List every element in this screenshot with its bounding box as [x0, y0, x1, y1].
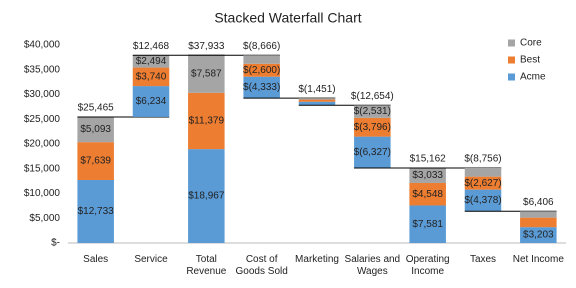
bar-segment: [409, 182, 446, 206]
total-label: $(8,666): [243, 41, 280, 52]
data-label: $(6,327): [354, 147, 391, 158]
total-label: $(1,451): [298, 84, 335, 95]
data-label: $4,548: [412, 189, 443, 200]
bar-segment: [243, 76, 280, 99]
y-tick-label: $5,000: [29, 213, 60, 224]
x-tick-label: Total Revenue: [186, 254, 226, 277]
bar-segment: [77, 142, 114, 180]
bar-segment: [298, 101, 336, 106]
data-label: $7,587: [191, 69, 222, 80]
bar-segment: [188, 55, 225, 93]
total-label: $25,465: [78, 103, 115, 114]
data-label: $(2,531): [354, 106, 391, 117]
y-tick-label: $15,000: [24, 163, 61, 174]
bar-segment: [354, 117, 391, 137]
data-label: $(4,333): [243, 82, 280, 93]
data-label: $3,203: [523, 230, 554, 241]
data-label: $7,639: [80, 156, 111, 167]
data-label: $3,740: [136, 71, 167, 82]
bar-segment: [132, 86, 170, 117]
legend-swatch: [508, 73, 515, 81]
data-label: $11,379: [189, 116, 225, 127]
x-tick-label: Sales: [83, 254, 108, 265]
y-tick-label: $20,000: [24, 139, 61, 150]
data-label: $3,033: [412, 170, 443, 181]
data-label: $(4,378): [464, 195, 501, 206]
bar-segment: [132, 55, 170, 68]
bar-segment: [520, 217, 557, 228]
data-label: $7,581: [412, 219, 443, 230]
bar-segment: [243, 55, 280, 64]
legend-label: Best: [520, 55, 540, 66]
chart-title: Stacked Waterfall Chart: [214, 10, 361, 26]
data-label: $18,967: [188, 191, 225, 202]
data-label: $(2,627): [464, 178, 501, 189]
total-label: $12,468: [133, 41, 170, 52]
bar-segment: [520, 227, 557, 243]
bar-segment: [464, 176, 502, 190]
bar-segment: [520, 211, 557, 218]
legend-label: Core: [520, 38, 542, 49]
total-label: $(8,756): [464, 154, 501, 165]
x-tick-label: Marketing: [295, 254, 339, 265]
bar-segment: [409, 167, 446, 183]
data-label: $5,093: [80, 124, 111, 135]
legend-swatch: [508, 39, 515, 47]
y-tick-label: $25,000: [24, 114, 61, 125]
bar-segment: [409, 205, 446, 243]
x-tick-label: Net Income: [513, 254, 565, 265]
data-label: $6,234: [136, 96, 167, 107]
x-tick-label: Taxes: [470, 254, 496, 265]
bar-segment: [77, 116, 114, 143]
data-label: $12,733: [78, 206, 115, 217]
legend-swatch: [508, 56, 515, 64]
bar-segment: [354, 105, 391, 118]
y-tick-label: $30,000: [24, 89, 61, 100]
bar-segment: [464, 167, 502, 177]
bar-segment: [464, 189, 502, 212]
data-label: $(3,796): [354, 122, 391, 133]
bar-segment: [132, 67, 170, 87]
y-tick-label: $35,000: [24, 64, 61, 75]
bar-segment: [354, 136, 391, 168]
bar-segment: [188, 149, 225, 243]
x-tick-label: Cost of Goods Sold: [236, 254, 288, 277]
data-label: $(2,600): [243, 65, 280, 76]
y-tick-label: $-: [51, 238, 60, 249]
bar-segment: [188, 92, 225, 150]
x-tick-label: Service: [134, 254, 168, 265]
total-label: $37,933: [188, 41, 225, 52]
data-label: $2,494: [136, 56, 167, 67]
legend-label: Acme: [520, 72, 546, 83]
total-label: $(12,654): [351, 91, 394, 102]
bar-segment: [298, 98, 336, 100]
total-label: $6,406: [523, 197, 554, 208]
bar-segment: [298, 99, 336, 102]
x-tick-label: Operating Income: [406, 254, 450, 277]
x-tick-label: Salaries and Wages: [345, 254, 401, 277]
y-tick-label: $10,000: [24, 188, 61, 199]
y-tick-label: $40,000: [24, 40, 61, 51]
total-label: $15,162: [410, 154, 447, 165]
bar-segment: [77, 179, 114, 243]
bar-segment: [243, 63, 280, 77]
